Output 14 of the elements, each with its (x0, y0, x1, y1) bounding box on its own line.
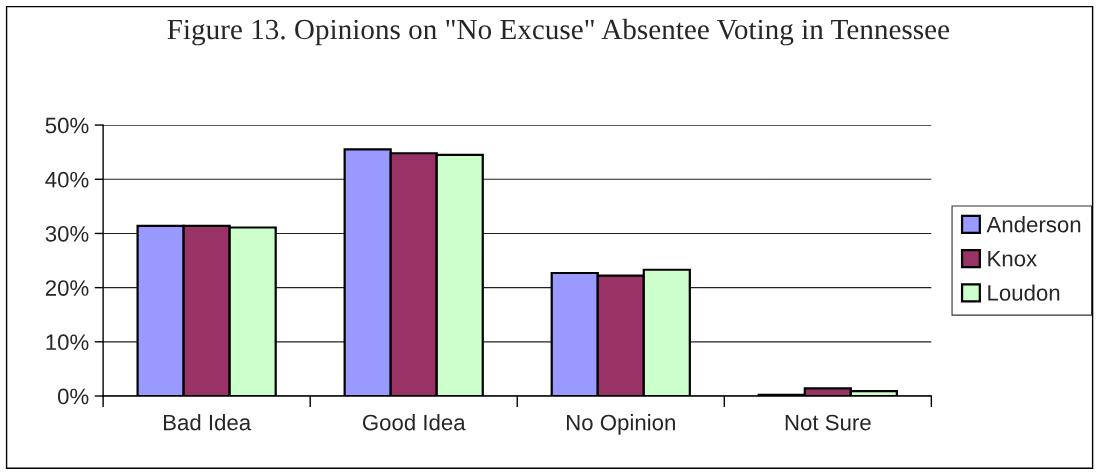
x-tick-label: Bad Idea (163, 414, 252, 431)
y-tick-label: 40% (45, 171, 89, 188)
x-tick-label: Not Sure (785, 414, 871, 431)
legend-label: Anderson (986, 216, 1081, 233)
chart-title: Figure 13. Opinions on "No Excuse" Absentee Voting in Tennessee (167, 18, 950, 46)
y-tick-label: 0% (57, 388, 89, 405)
legend-label: Loudon (988, 284, 1060, 301)
x-tick-label: No Opinion (567, 414, 675, 435)
x-tick-label: Good Idea (362, 414, 466, 431)
y-tick-label: 50% (45, 117, 89, 134)
y-tick-label: 20% (45, 280, 89, 296)
legend-label: Knox (988, 251, 1037, 267)
y-tick-label: 10% (46, 334, 89, 351)
y-tick-label: 30% (45, 225, 89, 242)
